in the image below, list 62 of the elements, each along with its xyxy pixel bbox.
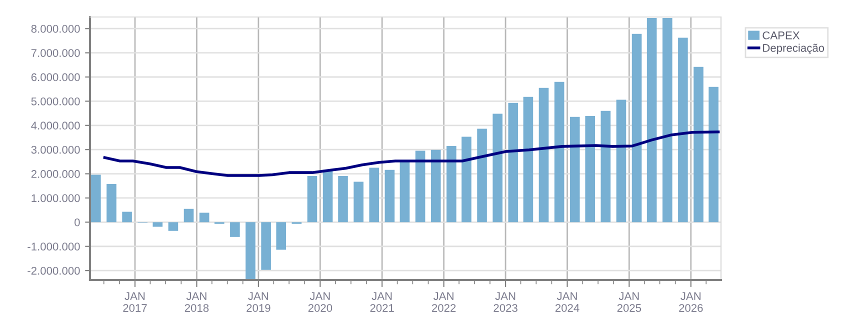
legend-label: Depreciação — [763, 44, 824, 54]
x-tick-label: JAN 2024 — [555, 292, 580, 312]
bar — [369, 168, 380, 222]
y-tick-label: 1.000.000 — [32, 194, 80, 202]
bar — [400, 160, 410, 222]
bar — [462, 136, 472, 222]
bar — [523, 96, 534, 222]
x-tick-label: JAN 2022 — [432, 292, 456, 312]
bar — [708, 86, 718, 222]
y-tick-label: 0 — [74, 218, 80, 226]
bar — [152, 222, 163, 227]
bar — [384, 170, 395, 222]
y-tick-label: 8.000.000 — [31, 24, 80, 33]
bar — [430, 150, 441, 222]
bar — [122, 212, 132, 222]
y-tick-label: 4.000.000 — [31, 122, 80, 130]
bar — [600, 110, 611, 222]
x-tick-label: JAN 2020 — [308, 292, 332, 312]
x-tick-label: JAN 2018 — [184, 292, 209, 312]
bar — [538, 88, 549, 222]
line-series — [103, 130, 720, 177]
bar — [570, 116, 580, 222]
legend-label: CAPEX — [762, 31, 800, 40]
x-tick-label: JAN 2023 — [494, 292, 518, 312]
bar — [246, 222, 256, 280]
bar — [415, 150, 426, 222]
y-tick-label: 5.000.000 — [31, 97, 80, 106]
bar — [585, 116, 596, 222]
bar — [261, 222, 271, 270]
x-tick-label: JAN 2021 — [370, 292, 394, 312]
y-tick-label: 2.000.000 — [31, 170, 80, 178]
bar — [446, 146, 456, 222]
bar — [338, 176, 348, 222]
bar — [616, 100, 626, 222]
bar — [632, 34, 642, 222]
bar — [678, 38, 688, 222]
bar — [694, 66, 704, 222]
y-tick-label: 6.000.000 — [31, 73, 80, 82]
bar — [646, 18, 657, 222]
bar — [106, 184, 116, 222]
bar — [477, 128, 487, 222]
bar — [184, 208, 194, 222]
bar — [230, 222, 240, 237]
bar — [276, 222, 286, 250]
y-tick-label: -1.000.000 — [28, 242, 80, 251]
bar — [492, 114, 502, 222]
y-tick-label: 7.000.000 — [31, 49, 80, 57]
bar — [354, 182, 364, 222]
bar — [554, 82, 564, 222]
bar — [91, 174, 101, 222]
x-tick-label: JAN 2025 — [617, 292, 642, 312]
bar — [168, 222, 178, 231]
x-tick-label: JAN 2019 — [246, 292, 270, 312]
bar — [199, 212, 210, 222]
bar — [322, 170, 333, 222]
bar — [307, 176, 318, 222]
bar — [508, 102, 518, 222]
x-tick-label: JAN 2017 — [123, 292, 147, 312]
x-tick-label: JAN 2026 — [679, 292, 703, 312]
bar — [662, 18, 672, 222]
y-tick-label: 3.000.000 — [31, 146, 80, 154]
y-tick-label: -2.000.000 — [28, 266, 80, 275]
